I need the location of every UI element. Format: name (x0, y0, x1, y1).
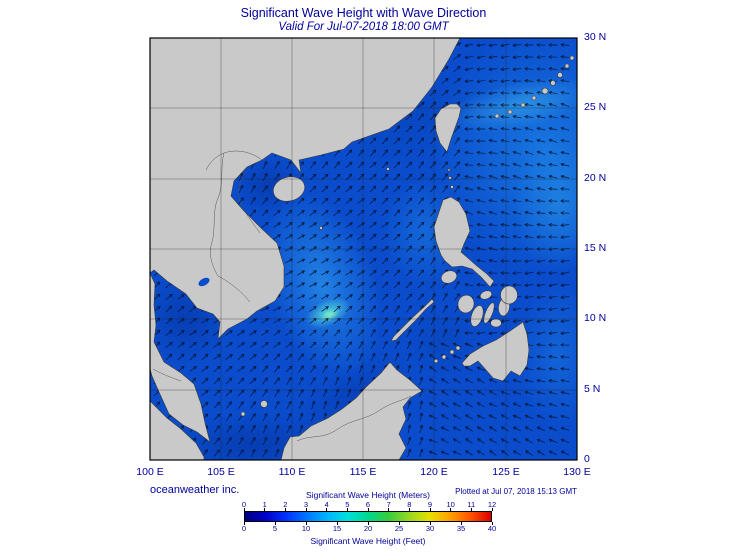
tick-mark (243, 508, 245, 511)
island-borneo (280, 361, 423, 460)
island-negros (470, 305, 484, 327)
lat-label-30-n: 30 N (584, 31, 607, 43)
meter-tick-label: 10 (446, 500, 455, 509)
colorbar-gradient (244, 511, 492, 522)
tick-mark (346, 508, 348, 511)
island-palawan (390, 298, 435, 342)
island-ryukyu-chain (494, 55, 575, 119)
feet-tick-label: 20 (363, 524, 373, 533)
landmasses (150, 38, 575, 460)
feet-tick-label: 10 (301, 524, 311, 533)
tick-mark (367, 508, 369, 511)
lon-label-105-e: 105 E (207, 466, 235, 478)
tick-mark (491, 508, 493, 511)
page-title: Significant Wave Height with Wave Direct… (240, 6, 487, 20)
feet-tick-label: 35 (456, 524, 466, 533)
tick-mark (367, 522, 369, 525)
lon-label-115-e: 115 E (349, 466, 377, 478)
feet-tick-label: 15 (332, 524, 342, 533)
meter-tick-label: 6 (365, 500, 371, 509)
island-samar (500, 285, 518, 305)
lat-label-10-n: 10 N (584, 312, 607, 324)
feet-tick-label: 30 (425, 524, 435, 533)
tick-mark (429, 508, 431, 511)
lat-label-0: 0 (584, 453, 590, 465)
island-cebu (483, 302, 495, 324)
island-bohol (490, 318, 502, 328)
meter-tick-label: 3 (303, 500, 309, 509)
lat-label-5-n: 5 N (584, 383, 601, 395)
tick-mark (305, 508, 307, 511)
island-pratas (386, 167, 390, 171)
meter-tick-label: 9 (427, 500, 433, 509)
meter-tick-label: 7 (386, 500, 391, 509)
oceanweather-credit: oceanweather inc. (150, 484, 240, 496)
feet-tick-label: 5 (272, 524, 278, 533)
colorbar-title-feet: Significant Wave Height (Feet) (310, 536, 426, 546)
tick-mark (274, 522, 276, 525)
island-sulu-chain (433, 345, 461, 364)
feet-tick-label: 0 (241, 524, 247, 533)
island-masbate (479, 290, 493, 300)
map-frame (149, 37, 578, 461)
tick-mark (450, 508, 452, 511)
island-batanes-chain (447, 168, 454, 189)
meter-tick-label: 5 (345, 500, 350, 509)
meter-tick-label: 1 (262, 500, 267, 509)
meter-tick-label: 8 (407, 500, 412, 509)
island-sumatra (150, 400, 205, 460)
colorbar-title-meters: Significant Wave Height (Meters) (306, 490, 430, 500)
tick-mark (284, 508, 286, 511)
lon-label-130-e: 130 E (563, 466, 591, 478)
meter-tick-label: 12 (487, 500, 497, 509)
land-malay-peninsula (150, 272, 211, 443)
tick-mark (243, 522, 245, 525)
graticule-grid (150, 38, 577, 460)
island-luzon (433, 196, 495, 288)
island-anambas (240, 411, 246, 417)
lon-label-110-e: 110 E (278, 466, 306, 478)
tick-mark (460, 522, 462, 525)
tick-mark (388, 508, 390, 511)
feet-tick-label: 25 (394, 524, 404, 533)
tick-mark (326, 508, 328, 511)
tick-mark (470, 508, 472, 511)
valid-time-subtitle: Valid For Jul-07-2018 18:00 GMT (278, 21, 449, 33)
lat-label-15-n: 15 N (584, 242, 607, 254)
tick-mark (264, 508, 266, 511)
island-natuna (260, 400, 268, 408)
tick-mark (408, 508, 410, 511)
meter-tick-label: 2 (283, 500, 288, 509)
tick-mark (398, 522, 400, 525)
island-paracel (319, 226, 323, 230)
tick-mark (429, 522, 431, 525)
lon-label-125-e: 125 E (492, 466, 520, 478)
meter-tick-label: 0 (241, 500, 247, 509)
land-mainland-asia (150, 38, 461, 340)
lake-tonle-sap (198, 277, 210, 287)
island-panay (457, 294, 475, 314)
lon-label-100-e: 100 E (136, 466, 164, 478)
lat-label-25-n: 25 N (584, 101, 607, 113)
meter-tick-label: 4 (324, 500, 329, 509)
island-mindoro (440, 270, 458, 284)
island-taiwan (434, 103, 462, 153)
plotted-timestamp: Plotted at Jul 07, 2018 15:13 GMT (455, 487, 577, 496)
tick-mark (491, 522, 493, 525)
feet-tick-label: 40 (487, 524, 497, 533)
lon-label-120-e: 120 E (420, 466, 448, 478)
meter-tick-label: 11 (467, 500, 476, 509)
tick-mark (305, 522, 307, 525)
lat-label-20-n: 20 N (584, 172, 607, 184)
island-mindanao (461, 321, 530, 382)
tick-mark (336, 522, 338, 525)
